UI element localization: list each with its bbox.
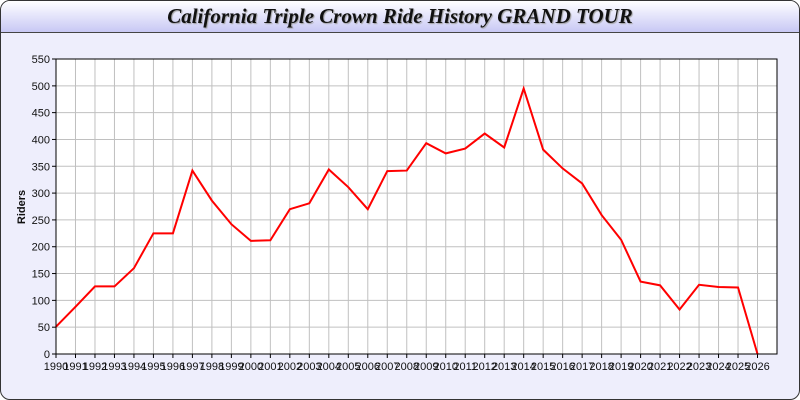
data-point <box>522 87 525 90</box>
data-point <box>542 148 544 151</box>
data-point <box>678 308 681 311</box>
x-tick-label: 2012 <box>472 361 496 373</box>
x-axis: 1990199119921993199419951996199719981999… <box>44 354 770 373</box>
x-tick-label: 2002 <box>278 361 302 373</box>
x-tick-label: 2000 <box>239 361 263 373</box>
chart-title: California Triple Crown Ride History GRA… <box>167 4 633 28</box>
data-point <box>366 208 369 210</box>
x-tick-label: 1997 <box>180 361 204 373</box>
data-point <box>386 170 389 172</box>
y-tick-label: 350 <box>32 161 50 173</box>
data-point <box>600 214 603 216</box>
x-tick-label: 2014 <box>511 361 535 373</box>
plot-area <box>55 58 778 355</box>
x-tick-label: 2022 <box>667 361 691 373</box>
data-point <box>133 267 135 269</box>
x-tick-label: 1995 <box>141 361 165 373</box>
x-tick-label: 2026 <box>745 361 769 373</box>
data-point <box>620 238 622 241</box>
data-point <box>289 208 291 210</box>
x-tick-label: 2006 <box>356 361 380 373</box>
y-axis: 0 50 100 150 200 250 300 350 400 450 500 550 <box>32 54 56 361</box>
data-point <box>191 169 194 172</box>
x-tick-label: 2018 <box>589 361 613 373</box>
x-tick-label: 2023 <box>687 361 711 373</box>
x-tick-label: 2001 <box>258 361 282 373</box>
data-point <box>269 239 272 242</box>
x-tick-label: 1998 <box>200 361 224 373</box>
data-point <box>113 285 116 288</box>
y-tick-label: 50 <box>38 322 50 334</box>
x-tick-label: 2010 <box>433 361 457 373</box>
x-tick-label: 2008 <box>395 361 419 373</box>
data-point <box>737 286 739 289</box>
data-point <box>581 182 583 185</box>
data-point <box>639 280 642 283</box>
data-point <box>211 199 213 202</box>
title-bar: California Triple Crown Ride History GRA… <box>1 1 799 33</box>
data-point <box>230 223 233 225</box>
data-point <box>659 284 661 287</box>
x-tick-label: 2009 <box>414 361 438 373</box>
x-tick-label: 1999 <box>219 361 243 373</box>
y-tick-label: 0 <box>44 349 50 361</box>
x-tick-label: 1991 <box>63 361 87 373</box>
y-tick-label: 200 <box>32 242 50 254</box>
data-point <box>483 132 486 135</box>
data-point <box>717 286 720 288</box>
y-tick-label: 250 <box>32 215 50 227</box>
data-point <box>347 186 350 188</box>
x-tick-label: 2019 <box>609 361 633 373</box>
x-tick-label: 2011 <box>453 361 477 373</box>
data-point <box>172 232 174 235</box>
x-tick-label: 1990 <box>44 361 68 373</box>
y-tick-label: 150 <box>32 269 50 281</box>
x-tick-label: 2025 <box>726 361 750 373</box>
x-tick-label: 2003 <box>297 361 321 373</box>
x-tick-label: 2020 <box>628 361 652 373</box>
data-point <box>94 285 96 288</box>
data-points <box>55 87 759 355</box>
data-point <box>425 142 428 145</box>
y-axis-label: Riders <box>16 190 28 224</box>
data-point <box>698 284 700 286</box>
y-tick-label: 500 <box>32 81 50 93</box>
x-tick-label: 2017 <box>570 361 594 373</box>
data-point <box>250 240 252 242</box>
data-point <box>444 152 447 155</box>
x-tick-label: 2007 <box>375 361 399 373</box>
x-tick-label: 2015 <box>531 361 555 373</box>
data-point <box>308 202 311 205</box>
x-tick-label: 2021 <box>648 361 672 373</box>
x-tick-label: 1994 <box>122 361 146 373</box>
x-tick-label: 1996 <box>161 361 185 373</box>
data-point <box>328 168 330 171</box>
x-tick-label: 2016 <box>550 361 574 373</box>
data-point <box>561 167 564 170</box>
x-tick-label: 1993 <box>102 361 126 373</box>
x-tick-label: 2013 <box>492 361 516 373</box>
x-tick-label: 2024 <box>706 361 730 373</box>
grid <box>55 58 777 355</box>
y-tick-label: 450 <box>32 108 50 120</box>
plot-background <box>56 59 777 354</box>
data-point <box>152 232 155 235</box>
data-point <box>405 169 408 172</box>
x-tick-label: 2004 <box>317 361 341 373</box>
data-point <box>503 146 505 149</box>
data-point <box>464 147 467 150</box>
y-tick-label: 100 <box>32 295 50 307</box>
y-tick-label: 300 <box>32 188 50 200</box>
data-point <box>74 306 77 308</box>
x-tick-label: 2005 <box>336 361 360 373</box>
y-tick-label: 400 <box>32 134 50 146</box>
y-tick-label: 550 <box>32 54 50 66</box>
x-tick-label: 1992 <box>83 361 107 373</box>
